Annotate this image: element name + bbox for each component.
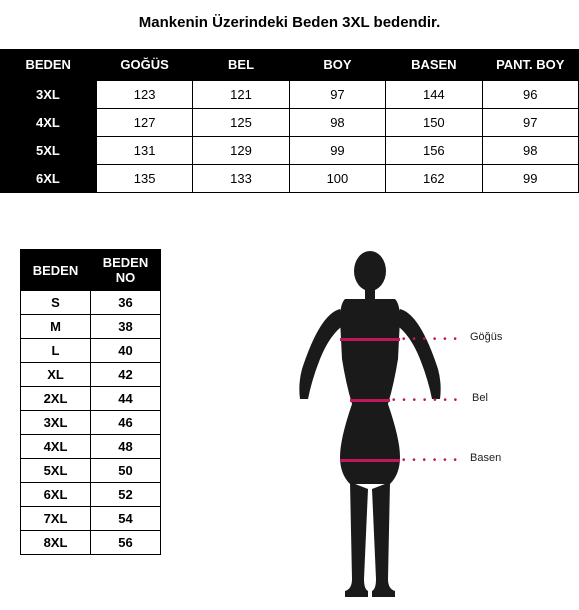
cell: 54 — [91, 507, 161, 531]
cell: 98 — [289, 109, 385, 137]
cell: 4XL — [21, 435, 91, 459]
row-size: 3XL — [0, 81, 96, 109]
cell: M — [21, 315, 91, 339]
table-row: 3XL 123 121 97 144 96 — [0, 81, 579, 109]
table-row: M38 — [21, 315, 161, 339]
cell: 162 — [386, 165, 482, 193]
cell: 131 — [96, 137, 192, 165]
cell: 144 — [386, 81, 482, 109]
cell: 125 — [193, 109, 289, 137]
col-header: BOY — [289, 49, 385, 81]
cell: 5XL — [21, 459, 91, 483]
table-row: 6XL 135 133 100 162 99 — [0, 165, 579, 193]
cell: 56 — [91, 531, 161, 555]
measurements-table: BEDEN GOĞÜS BEL BOY BASEN PANT. BOY 3XL … — [0, 49, 579, 193]
cell: 48 — [91, 435, 161, 459]
cell: 40 — [91, 339, 161, 363]
cell: 50 — [91, 459, 161, 483]
bust-label: Göğüs — [470, 331, 502, 343]
cell: 97 — [289, 81, 385, 109]
waist-dots-icon: • • • • • • • — [392, 399, 459, 402]
cell: 7XL — [21, 507, 91, 531]
cell: 52 — [91, 483, 161, 507]
table-row: 8XL56 — [21, 531, 161, 555]
table-row: 4XL48 — [21, 435, 161, 459]
row-size: 4XL — [0, 109, 96, 137]
table-row: 3XL46 — [21, 411, 161, 435]
waist-band-icon — [350, 399, 390, 402]
cell: 97 — [482, 109, 578, 137]
cell: 6XL — [21, 483, 91, 507]
page-title: Mankenin Üzerindeki Beden 3XL bedendir. — [0, 0, 579, 49]
col-header: BEL — [193, 49, 289, 81]
col-header: BEDEN — [0, 49, 96, 81]
cell: L — [21, 339, 91, 363]
col-header: PANT. BOY — [482, 49, 578, 81]
bust-band-icon — [340, 338, 400, 341]
cell: 123 — [96, 81, 192, 109]
cell: 2XL — [21, 387, 91, 411]
table-row: L40 — [21, 339, 161, 363]
cell: 133 — [193, 165, 289, 193]
row-size: 5XL — [0, 137, 96, 165]
row-size: 6XL — [0, 165, 96, 193]
hip-dots-icon: • • • • • • — [402, 459, 459, 462]
cell: 100 — [289, 165, 385, 193]
cell: 36 — [91, 291, 161, 315]
table-row: 4XL 127 125 98 150 97 — [0, 109, 579, 137]
cell: 150 — [386, 109, 482, 137]
table-row: 5XL 131 129 99 156 98 — [0, 137, 579, 165]
cell: S — [21, 291, 91, 315]
cell: 135 — [96, 165, 192, 193]
table-row: 7XL54 — [21, 507, 161, 531]
conversion-table: BEDEN BEDEN NO S36 M38 L40 XL42 2XL44 3X… — [20, 249, 161, 555]
table-header-row: BEDEN GOĞÜS BEL BOY BASEN PANT. BOY — [0, 49, 579, 81]
table-header-row: BEDEN BEDEN NO — [21, 250, 161, 291]
cell: 42 — [91, 363, 161, 387]
cell: 121 — [193, 81, 289, 109]
cell: 99 — [289, 137, 385, 165]
cell: 8XL — [21, 531, 91, 555]
cell: 44 — [91, 387, 161, 411]
col-header: BASEN — [386, 49, 482, 81]
table-row: S36 — [21, 291, 161, 315]
col-header: BEDEN — [21, 250, 91, 291]
cell: 98 — [482, 137, 578, 165]
cell: 38 — [91, 315, 161, 339]
hip-band-icon — [340, 459, 400, 462]
cell: 156 — [386, 137, 482, 165]
cell: 99 — [482, 165, 578, 193]
table-row: 2XL44 — [21, 387, 161, 411]
cell: 96 — [482, 81, 578, 109]
col-header: BEDEN NO — [91, 250, 161, 291]
cell: 46 — [91, 411, 161, 435]
cell: 129 — [193, 137, 289, 165]
silhouette-icon — [290, 249, 450, 599]
cell: 127 — [96, 109, 192, 137]
waist-label: Bel — [472, 392, 488, 404]
cell: 3XL — [21, 411, 91, 435]
table-row: XL42 — [21, 363, 161, 387]
table-row: 6XL52 — [21, 483, 161, 507]
hip-label: Basen — [470, 452, 501, 464]
bust-dots-icon: • • • • • • — [402, 338, 459, 341]
table-row: 5XL50 — [21, 459, 161, 483]
cell: XL — [21, 363, 91, 387]
body-diagram: • • • • • • Göğüs • • • • • • • Bel • • … — [161, 249, 579, 609]
col-header: GOĞÜS — [96, 49, 192, 81]
